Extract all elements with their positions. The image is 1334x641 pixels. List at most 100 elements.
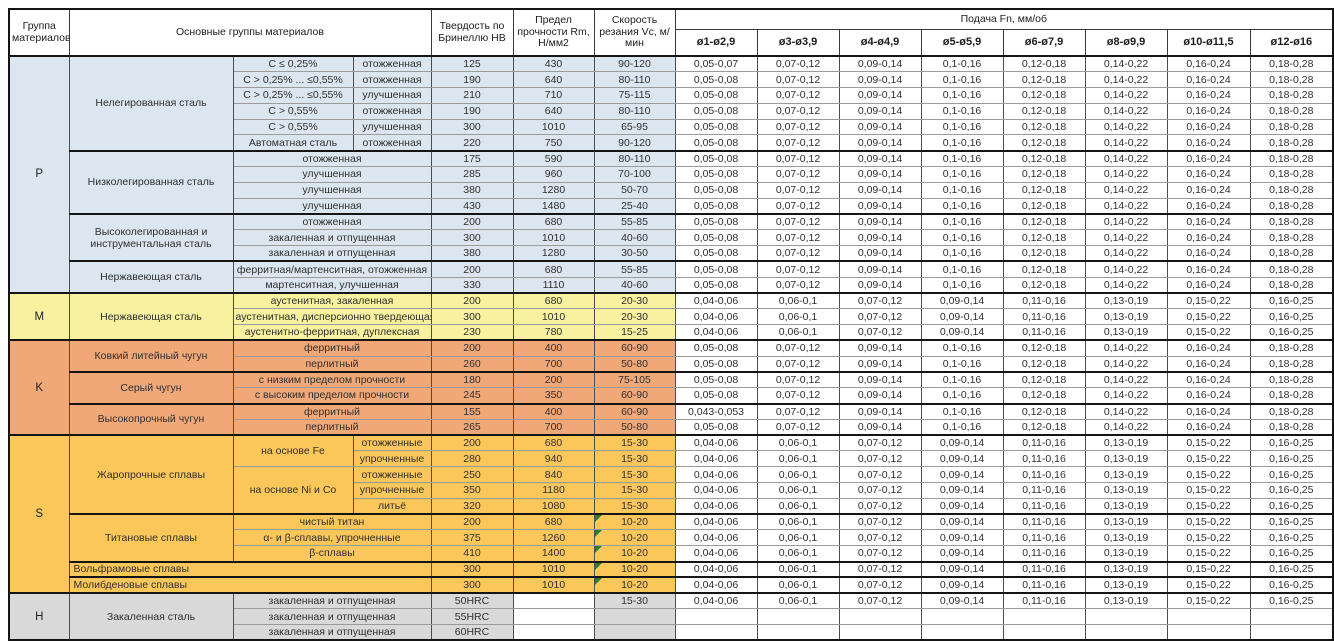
feed-value-cell: 0,18-0,28	[1249, 387, 1334, 405]
table-row: закаленная и отпущенная 55HRC	[9, 608, 1334, 626]
material-family: Вольфрамовые сплавы	[68, 560, 432, 578]
feed-value-cell: 0,07-0,12	[756, 212, 840, 231]
table-cell: 375	[430, 529, 514, 547]
material-family: Жаропрочные сплавы	[68, 434, 234, 515]
table-cell: 1260	[512, 529, 595, 547]
table-cell: 90-120	[593, 55, 676, 73]
feed-value-cell: 0,16-0,25	[1249, 324, 1334, 341]
table-cell: 90-120	[593, 134, 676, 152]
feed-value-cell: 0,11-0,16	[1002, 576, 1086, 594]
feed-value-cell: 0,09-0,14	[838, 260, 922, 278]
feed-value-cell: 0,04-0,06	[674, 497, 758, 515]
feed-value-cell: 0,07-0,12	[756, 87, 840, 104]
table-cell: 285	[430, 166, 514, 183]
feed-value-cell: 0,09-0,14	[838, 71, 922, 89]
feed-value-cell: 0,09-0,14	[838, 55, 922, 73]
feed-value-cell	[1084, 624, 1168, 641]
feed-value-cell: 0,11-0,16	[1002, 592, 1086, 610]
feed-value-cell: 0,14-0,22	[1084, 71, 1168, 89]
feed-value-cell: 0,18-0,28	[1249, 55, 1334, 73]
feed-value-cell: 0,11-0,16	[1002, 497, 1086, 515]
feed-value-cell: 0,12-0,18	[1002, 229, 1086, 247]
table-row: C > 0,55% отожженная 190 640 80-110 0,05-0,08…	[9, 102, 1334, 120]
table-cell: закаленная и отпущенная	[232, 229, 432, 247]
feed-value-cell: 0,12-0,18	[1002, 276, 1086, 294]
feed-value-cell: 0,05-0,08	[674, 149, 758, 168]
table-cell: аустенитная, дисперсионно твердеющая	[232, 308, 432, 326]
feed-value-cell: 0,18-0,28	[1249, 212, 1334, 231]
material-family: Ковкий литейный чугун	[68, 339, 234, 373]
feed-value-cell: 0,07-0,12	[756, 418, 840, 436]
feed-value-cell: 0,16-0,25	[1249, 545, 1334, 562]
feed-value-cell: 0,09-0,14	[920, 291, 1004, 310]
table-cell: 80-110	[593, 102, 676, 120]
feed-value-cell: 0,07-0,12	[838, 497, 922, 515]
feed-value-cell: 0,05-0,08	[674, 87, 758, 104]
feed-value-cell: 0,18-0,28	[1249, 402, 1334, 420]
table-cell: C > 0,25% ... ≤0,55%	[232, 87, 354, 104]
feed-value-cell: 0,1-0,16	[920, 71, 1004, 89]
feed-value-cell: 0,05-0,08	[674, 197, 758, 215]
table-row: Вольфрамовые сплавы 300 1010 10-20 0,04-0,06…	[9, 560, 1334, 578]
table-cell: 40-60	[593, 276, 676, 294]
feed-value-cell: 0,15-0,22	[1166, 576, 1251, 594]
feed-value-cell: 0,13-0,19	[1084, 450, 1168, 468]
table-cell: 680	[512, 513, 595, 531]
table-row: β-сплавы 410 1400 10-20 0,04-0,06 0,06-0,1 0,0…	[9, 545, 1334, 562]
table-cell: отожженные	[352, 434, 432, 452]
feed-value-cell: 0,14-0,22	[1084, 339, 1168, 357]
table-cell: 250	[430, 466, 514, 484]
feed-value-cell: 0,1-0,16	[920, 87, 1004, 104]
feed-value-cell: 0,07-0,12	[838, 291, 922, 310]
feed-value-cell: 0,07-0,12	[756, 55, 840, 73]
feed-value-cell: 0,07-0,12	[756, 118, 840, 136]
feed-value-cell: 0,15-0,22	[1166, 497, 1251, 515]
feed-value-cell: 0,12-0,18	[1002, 387, 1086, 405]
table-cell	[593, 624, 676, 641]
table-cell: 300	[430, 229, 514, 247]
table-cell: 200	[430, 291, 514, 310]
feed-value-cell: 0,15-0,22	[1166, 529, 1251, 547]
feed-value-cell: 0,06-0,1	[756, 466, 840, 484]
table-cell: 30-50	[593, 245, 676, 262]
feed-value-cell: 0,07-0,12	[756, 134, 840, 152]
feed-value-cell: 0,07-0,12	[838, 560, 922, 578]
feed-value-cell: 0,07-0,12	[838, 308, 922, 326]
feed-value-cell: 0,16-0,24	[1166, 118, 1251, 136]
table-cell: 25-40	[593, 197, 676, 215]
table-cell: 750	[512, 134, 595, 152]
feed-value-cell: 0,05-0,08	[674, 71, 758, 89]
feed-value-cell: 0,04-0,06	[674, 513, 758, 531]
table-cell: 265	[430, 418, 514, 436]
feed-value-cell: 0,05-0,08	[674, 387, 758, 405]
feed-value-cell: 0,1-0,16	[920, 181, 1004, 199]
feed-value-cell: 0,05-0,08	[674, 118, 758, 136]
feed-value-cell: 0,12-0,18	[1002, 402, 1086, 420]
table-row: S Жаропрочные сплавы на основе Fe отожженны…	[8, 434, 1334, 594]
feed-value-cell: 0,12-0,18	[1002, 181, 1086, 199]
feed-value-cell: 0,15-0,22	[1166, 545, 1251, 562]
table-cell: 330	[430, 276, 514, 294]
table-cell: 80-110	[593, 71, 676, 89]
feed-value-cell: 0,07-0,12	[756, 402, 840, 420]
feed-value-cell: 0,07-0,12	[756, 387, 840, 405]
table-row: улучшенная 430 1480 25-40 0,05-0,08 0,07-0,12…	[9, 197, 1334, 215]
table-cell: аустенитно-ферритная, дуплексная	[232, 324, 432, 341]
feed-value-cell: 0,09-0,14	[920, 497, 1004, 515]
feed-value-cell: 0,18-0,28	[1249, 149, 1334, 168]
table-row: Серый чугун с низким пределом прочности 18…	[9, 370, 1334, 405]
table-cell: 40-60	[593, 229, 676, 247]
feed-value-cell: 0,13-0,19	[1084, 497, 1168, 515]
feed-value-cell: 0,07-0,12	[756, 245, 840, 262]
feed-value-cell: 0,18-0,28	[1249, 71, 1334, 89]
table-cell: 190	[430, 71, 514, 89]
feed-value-cell: 0,15-0,22	[1166, 324, 1251, 341]
feed-value-cell: 0,16-0,25	[1249, 291, 1334, 310]
table-cell: отожженная	[232, 149, 432, 168]
table-cell: 200	[430, 434, 514, 452]
table-cell: 700	[512, 355, 595, 373]
header-tensile-strength: Предел прочности Rm, Н/мм2	[512, 8, 595, 57]
table-cell: улучшенная	[232, 197, 432, 215]
feed-value-cell: 0,16-0,25	[1249, 308, 1334, 326]
feed-value-cell: 0,16-0,25	[1249, 576, 1334, 594]
